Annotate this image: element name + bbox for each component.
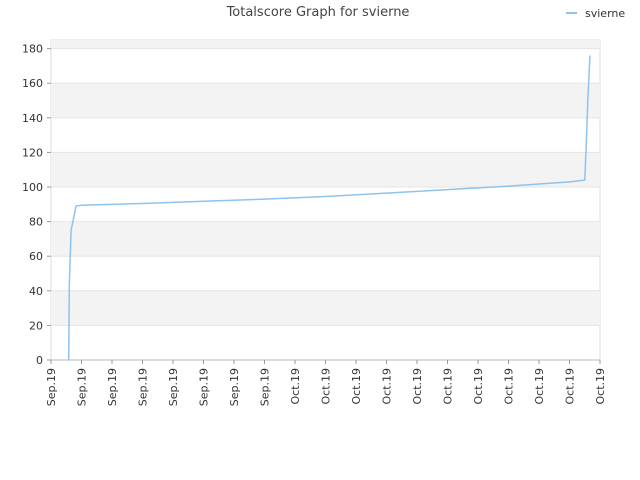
grid-band — [51, 221, 600, 257]
grid-band — [51, 152, 600, 188]
x-tick-label: Oct.19 — [350, 368, 363, 405]
y-tick-label: 180 — [22, 43, 43, 56]
grid-band — [51, 290, 600, 326]
x-tick-label: Sep.19 — [259, 368, 272, 406]
y-tick-label: 20 — [29, 319, 43, 332]
data-line — [67, 55, 591, 361]
x-tick-label: Oct.19 — [564, 368, 577, 405]
x-tick-label: Oct.19 — [320, 368, 333, 405]
x-tick-label: Sep.19 — [76, 368, 89, 406]
x-tick-label: Sep.19 — [167, 368, 180, 406]
x-tick-label: Sep.19 — [198, 368, 211, 406]
chart-title: Totalscore Graph for svierne — [226, 5, 410, 20]
y-tick-label: 120 — [22, 146, 43, 159]
y-tick-label: 140 — [22, 112, 43, 125]
x-tick-label: Oct.19 — [594, 368, 607, 405]
x-tick-label: Oct.19 — [289, 368, 302, 405]
x-tick-label: Sep.19 — [45, 368, 58, 406]
x-tick-label: Oct.19 — [411, 368, 424, 405]
legend-label: svierne — [585, 7, 625, 20]
y-tick-label: 60 — [29, 250, 43, 263]
x-tick-label: Oct.19 — [503, 368, 516, 405]
y-tick-label: 160 — [22, 77, 43, 90]
x-tick-label: Sep.19 — [228, 368, 241, 406]
grid-band — [51, 83, 600, 118]
x-tick-label: Oct.19 — [533, 368, 546, 405]
x-tick-label: Sep.19 — [106, 368, 119, 406]
grid-band — [51, 40, 600, 49]
y-tick-label: 0 — [36, 354, 43, 367]
x-tick-label: Sep.19 — [137, 368, 150, 406]
y-tick-label: 100 — [22, 181, 43, 194]
y-tick-label: 80 — [29, 216, 43, 229]
x-tick-label: Oct.19 — [472, 368, 485, 405]
y-tick-label: 40 — [29, 285, 43, 298]
x-tick-label: Oct.19 — [381, 368, 394, 405]
x-tick-label: Oct.19 — [442, 368, 455, 405]
